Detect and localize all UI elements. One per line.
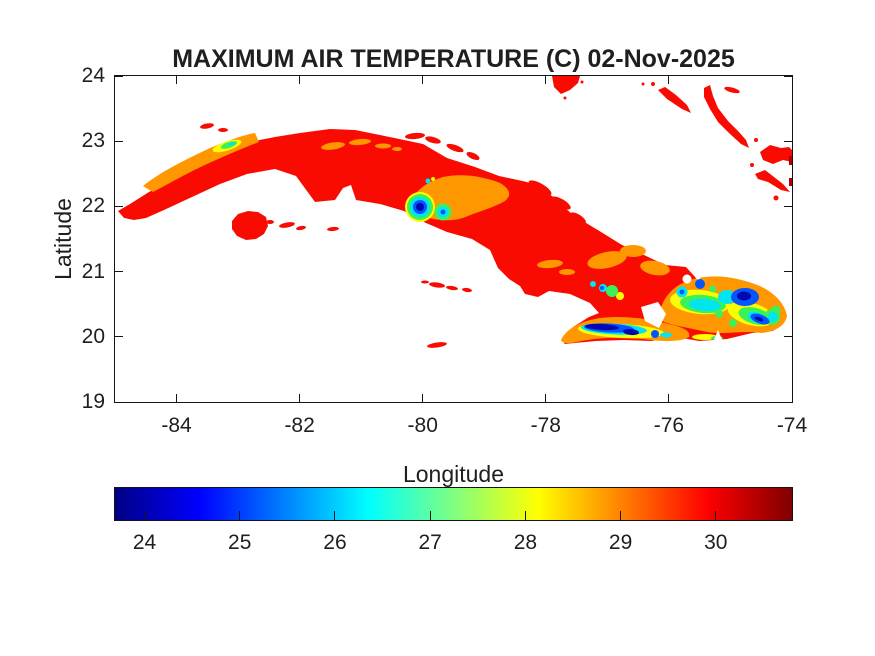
y-tick-label: 21 [81,259,105,283]
colorbar-tick-mark [715,511,717,520]
y-tick-label: 24 [81,64,105,87]
y-tick-mark-right [784,401,792,403]
bahamas-islands [552,76,792,201]
x-tick-label: -84 [161,414,192,437]
y-tick-label: 22 [81,194,105,218]
y-tick-mark-right [784,140,792,142]
x-tick-mark [668,394,670,402]
colorbar-tick-mark [429,511,431,520]
colorbar-tick-mark [334,511,336,520]
isla-de-la-juventud [232,211,268,240]
colorbar-tick-mark [144,511,146,520]
colorbar-tick-label: 28 [513,531,538,554]
x-tick-label: -78 [530,414,561,437]
x-tick-mark [545,394,547,402]
x-tick-mark-top [545,76,547,84]
chart-title: MAXIMUM AIR TEMPERATURE (C) 02-Nov-2025 [172,45,735,73]
x-tick-mark [299,394,301,402]
y-tick-mark [115,140,123,142]
colorbar-tick-label: 29 [608,531,633,554]
x-tick-mark-top [791,76,793,84]
guantanamo-bay-notch [713,330,723,342]
cuba-map-svg [118,76,792,348]
x-tick-mark [791,394,793,402]
colorbar-tick-label: 30 [704,531,728,554]
x-tick-mark-top [176,76,178,84]
x-axis-label: Longitude [402,461,505,487]
x-tick-mark [422,394,424,402]
cayman-islet [427,342,447,348]
y-tick-label: 20 [81,324,105,348]
y-tick-label: 19 [81,390,105,413]
y-tick-mark-right [784,271,792,273]
plot-area [114,75,793,403]
colorbar-tick-label: 27 [418,531,442,554]
x-tick-mark [176,394,178,402]
bay-holes [641,274,723,342]
x-tick-label: -74 [776,414,808,437]
y-tick-mark-right [784,75,792,77]
y-tick-mark [115,336,123,338]
nipe-bay-hole [682,274,692,284]
colorbar-tick-mark [524,511,526,520]
y-tick-label: 23 [81,129,105,153]
y-tick-mark-right [784,336,792,338]
colorbar-tick-label: 24 [132,531,157,554]
y-tick-mark-right [784,205,792,207]
y-tick-mark [115,401,123,403]
x-tick-mark-top [299,76,301,84]
y-tick-mark [115,75,123,77]
x-tick-mark-top [422,76,424,84]
colorbar-tick-mark [239,511,241,520]
y-tick-mark [115,271,123,273]
colorbar [114,487,793,521]
central-valley-white-wedge [641,302,666,328]
y-tick-mark [115,205,123,207]
colorbar-gradient [115,488,792,520]
colorbar-tick-label: 26 [323,531,347,554]
x-tick-mark-top [668,76,670,84]
coldest-navy-cores [416,203,764,336]
x-tick-label: -76 [653,414,685,437]
offshore-cays [200,123,586,348]
x-tick-label: -82 [284,414,315,437]
colorbar-tick-mark [620,511,622,520]
colorbar-tick-label: 25 [228,531,252,554]
x-tick-label: -80 [407,414,438,437]
